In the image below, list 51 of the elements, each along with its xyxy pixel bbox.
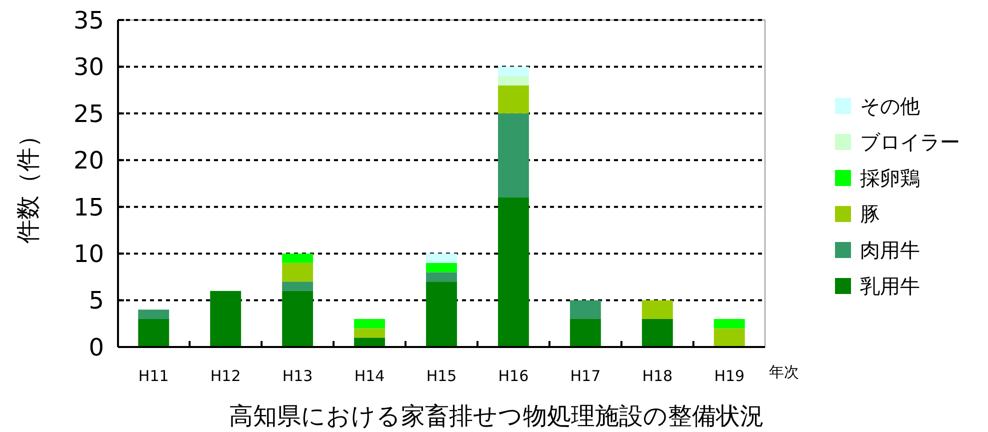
- bar: [498, 85, 529, 114]
- y-tick-label: 15: [73, 193, 104, 222]
- bar: [426, 254, 457, 263]
- bar: [354, 328, 386, 338]
- bar: [714, 328, 745, 347]
- legend-label: 肉用牛: [860, 238, 920, 262]
- x-tick-label: H11: [138, 367, 169, 385]
- bar: [138, 318, 170, 347]
- x-tick-label: H15: [426, 367, 457, 385]
- legend-label: その他: [860, 94, 920, 118]
- y-tick-label: 25: [73, 100, 104, 128]
- bar: [570, 318, 601, 347]
- bar: [282, 282, 314, 291]
- bar: [426, 282, 457, 347]
- bar: [426, 272, 457, 282]
- bar: [642, 318, 673, 347]
- bar: [354, 318, 386, 328]
- bar: [426, 262, 457, 272]
- bar: [498, 113, 529, 198]
- bar: [570, 300, 601, 319]
- y-tick-label: 20: [73, 146, 104, 175]
- y-axis-title: 件数（件）: [14, 124, 42, 244]
- legend-label: 豚: [860, 202, 880, 226]
- x-tick-label: H17: [570, 367, 601, 385]
- bar: [354, 338, 386, 347]
- x-tick-label: H13: [282, 367, 313, 385]
- x-tick-label: H12: [210, 367, 241, 385]
- bar: [498, 198, 529, 347]
- bar: [498, 66, 529, 76]
- y-tick-label: 35: [73, 6, 104, 34]
- bar: [642, 300, 673, 319]
- text: 高知県における家畜排せつ物処理施設の整備状況: [229, 402, 764, 430]
- legend-label: ブロイラー: [860, 130, 960, 154]
- bar: [282, 254, 314, 263]
- x-axis-title: 年次: [769, 363, 799, 381]
- x-tick-label: H14: [354, 367, 385, 385]
- y-tick-label: 0: [88, 333, 104, 362]
- y-tick-label: 5: [88, 286, 104, 315]
- x-tick-label: H16: [498, 367, 529, 385]
- y-tick-label: 10: [73, 240, 104, 268]
- x-tick-label: H18: [642, 367, 673, 385]
- legend-label: 採卵鶏: [860, 166, 920, 190]
- x-tick-label: H19: [714, 367, 745, 385]
- bar: [138, 310, 170, 319]
- bar: [714, 318, 745, 328]
- bar: [210, 290, 242, 347]
- bar: [282, 262, 314, 282]
- bar: [498, 76, 529, 86]
- y-tick-label: 30: [73, 53, 104, 82]
- bar: [282, 290, 314, 347]
- legend-label: 乳用牛: [860, 274, 920, 298]
